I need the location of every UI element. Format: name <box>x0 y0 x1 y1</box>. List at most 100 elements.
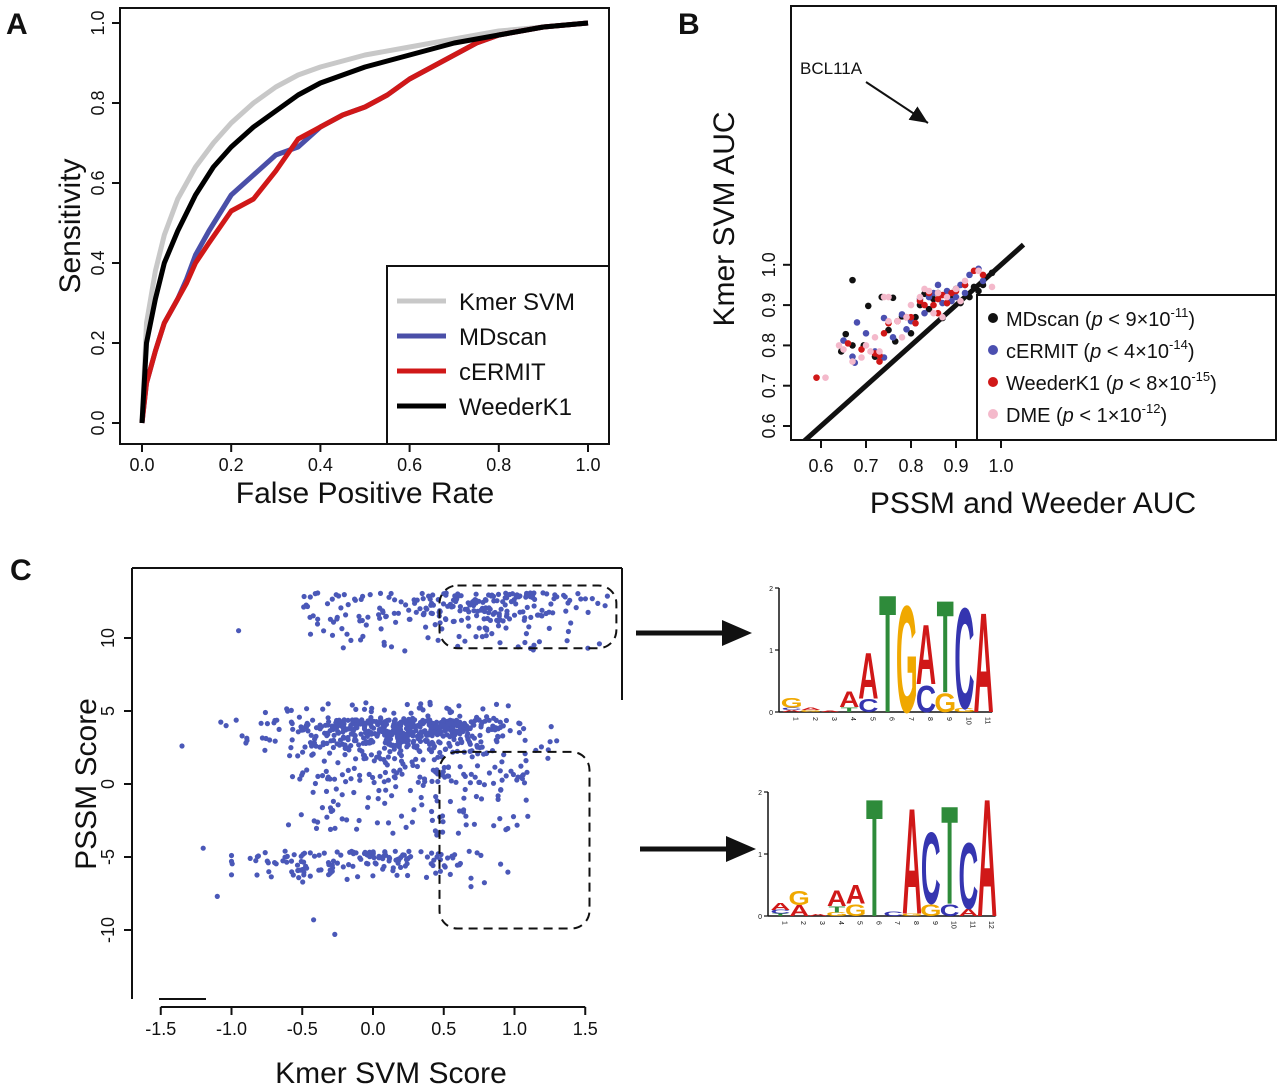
kmer-point <box>236 628 242 634</box>
kmer-point <box>330 807 336 814</box>
auc-point-cermit <box>889 334 897 341</box>
kmer-point <box>308 732 314 738</box>
kmer-point <box>340 864 346 870</box>
kmer-point <box>448 778 454 784</box>
kmer-point <box>462 606 468 612</box>
kmer-point <box>411 807 417 813</box>
logo-letter-a: A <box>846 879 866 910</box>
auc-x-tick-label: 0.7 <box>853 456 878 476</box>
auc-legend: MDscan (p < 9×10-11) cERMIT (p < 4×10-14)… <box>976 294 1277 441</box>
kmer-point <box>431 729 437 736</box>
logo-letter-a: A <box>771 901 791 912</box>
kmer-point <box>495 591 502 598</box>
kmer-point <box>429 724 435 730</box>
auc-point-cermit <box>849 353 856 360</box>
kmer-y-tick-label: 10 <box>98 628 118 648</box>
kmer-point <box>314 621 321 627</box>
kmer-point <box>355 874 361 880</box>
kmer-point <box>214 893 220 900</box>
kmer-point <box>375 731 381 737</box>
auc-point-dme <box>939 313 946 321</box>
kmer-point <box>468 884 474 890</box>
kmer-point <box>520 772 526 778</box>
kmer-x-tick-label: -1.5 <box>145 1019 176 1039</box>
kmer-point <box>404 731 410 737</box>
kmer-point <box>453 717 460 724</box>
kmer-point <box>418 794 424 801</box>
logo-letter-a: A <box>789 902 809 919</box>
kmer-point <box>341 726 347 733</box>
kmer-point <box>338 723 344 729</box>
kmer-point <box>521 617 527 623</box>
logo-letter-t: T <box>941 779 958 934</box>
kmer-point <box>492 609 498 616</box>
kmer-point <box>388 644 395 650</box>
kmer-point <box>345 717 351 723</box>
kmer-point <box>456 703 462 709</box>
kmer-point <box>358 856 364 862</box>
kmer-point <box>453 779 459 785</box>
kmer-point <box>497 719 503 725</box>
kmer-point <box>447 720 453 727</box>
kmer-point <box>365 795 371 801</box>
kmer-point <box>417 719 424 726</box>
auc-point-mdscan <box>966 293 973 301</box>
logo-letter-t: T <box>937 575 954 722</box>
kmer-point <box>313 743 319 749</box>
kmer-point <box>498 861 504 867</box>
kmer-point <box>435 637 441 643</box>
kmer-point <box>410 733 416 739</box>
kmer-point <box>320 740 326 746</box>
logo-y-tick-label: 2 <box>758 790 762 797</box>
kmer-point <box>523 797 529 803</box>
kmer-point <box>604 593 611 599</box>
kmer-point <box>334 741 340 747</box>
kmer-point <box>457 713 463 719</box>
kmer-point <box>441 863 447 869</box>
kmer-point <box>351 765 357 772</box>
logo-letter-g: G <box>826 912 847 918</box>
kmer-point <box>498 787 504 793</box>
kmer-point <box>391 774 397 780</box>
kmer-point <box>378 626 384 632</box>
kmer-point <box>356 817 362 824</box>
kmer-point <box>339 792 345 798</box>
kmer-point <box>273 861 279 867</box>
kmer-point <box>307 631 314 637</box>
kmer-point <box>307 850 313 856</box>
kmer-point <box>381 721 388 727</box>
logo-letter-t: T <box>866 764 883 952</box>
kmer-point <box>358 731 364 737</box>
kmer-point <box>550 610 556 616</box>
kmer-point <box>420 757 426 763</box>
kmer-point <box>434 767 440 773</box>
kmer-point <box>262 850 268 856</box>
kmer-point <box>589 596 595 602</box>
kmer-point <box>393 619 399 625</box>
kmer-point <box>410 762 416 769</box>
kmer-point <box>361 850 368 857</box>
kmer-point <box>505 869 511 875</box>
kmer-point <box>563 608 569 614</box>
kmer-point <box>382 769 388 776</box>
kmer-point <box>466 739 473 745</box>
kmer-point <box>398 813 405 819</box>
kmer-point <box>429 610 435 617</box>
kmer-point <box>372 860 378 866</box>
logo-letter-c: C <box>954 579 974 740</box>
auc-point-weederk1 <box>934 295 942 303</box>
kmer-point <box>484 615 491 622</box>
kmer-point <box>467 725 473 731</box>
kmer-point <box>304 767 310 773</box>
kmer-point <box>371 725 377 731</box>
kmer-point <box>330 858 337 864</box>
logo-position-label: 8 <box>926 717 933 721</box>
kmer-point <box>310 789 316 795</box>
kmer-point <box>325 701 331 707</box>
kmer-point <box>332 931 338 938</box>
kmer-point <box>289 737 295 743</box>
kmer-point <box>301 593 307 600</box>
kmer-point <box>393 857 399 863</box>
kmer-point <box>465 615 471 621</box>
